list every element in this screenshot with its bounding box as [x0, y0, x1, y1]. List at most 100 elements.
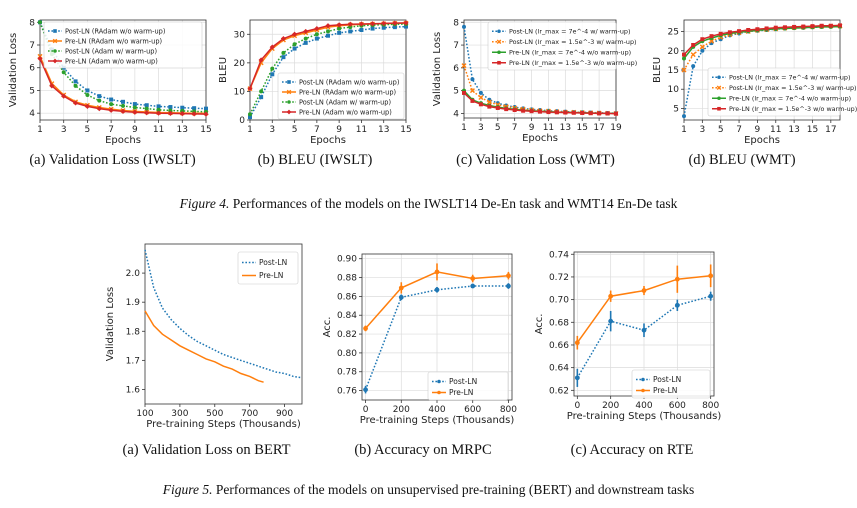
data-point	[363, 387, 368, 393]
data-point	[204, 106, 208, 111]
x-tick-label: 9	[529, 123, 535, 133]
data-point	[144, 103, 149, 108]
y-tick-label: 0.78	[337, 368, 357, 378]
legend-label: Post-LN (Adam w/ warm-up)	[299, 98, 391, 106]
series-pre-ln	[363, 263, 511, 332]
y-tick-label: 20	[234, 59, 246, 69]
data-point	[270, 66, 275, 71]
data-point	[682, 56, 686, 61]
y-tick-label: 10	[234, 87, 246, 97]
series-line	[144, 249, 303, 379]
y-axis-label: Acc.	[534, 314, 545, 335]
data-point	[38, 20, 42, 25]
data-point	[709, 34, 714, 39]
x-tick-label: 100	[136, 409, 153, 419]
x-axis-label: Pre-training Steps (Thousands)	[567, 411, 722, 422]
legend-marker	[717, 75, 721, 80]
x-tick-label: 1	[37, 125, 43, 135]
data-point	[259, 95, 264, 100]
x-tick-label: 15	[576, 123, 587, 133]
legend: Post-LN Pre-LN	[631, 369, 711, 399]
legend-marker	[287, 100, 291, 104]
data-point	[608, 318, 614, 324]
data-point	[597, 111, 602, 116]
data-point	[470, 276, 476, 281]
data-point	[61, 93, 67, 99]
data-point	[529, 109, 534, 114]
data-point	[506, 283, 511, 289]
legend: Post-LN (RAdam w/o warm-up) Pre-LN (RAdam…	[277, 72, 405, 120]
y-tick-label: 0.76	[337, 387, 357, 397]
chart-accuracy-mrpc: 0 200 400 600 800 0.76 0.78 0.80 0.82 0.84 0.86 0.8…	[316, 238, 524, 428]
x-tick-label: 3	[61, 125, 67, 135]
data-point	[168, 108, 173, 113]
x-tick-label: 9	[336, 125, 342, 135]
x-axis-label: Epochs	[522, 133, 558, 144]
series-post-ln	[574, 291, 714, 387]
chart-bleu-wmt: 1 3 5 7 9 11 13 15 17 5 10 15 20 25 Epochs BLEU Post-LN …	[642, 0, 857, 150]
y-tick-label: 0.64	[549, 364, 569, 374]
caption-c4: (c) Validation Loss (WMT)	[456, 152, 615, 168]
x-tick-label: 9	[755, 125, 761, 135]
data-point	[495, 105, 500, 110]
data-point	[348, 25, 353, 30]
data-point	[398, 285, 404, 291]
legend-marker	[287, 80, 291, 84]
y-tick-label: 5	[673, 104, 679, 114]
data-point	[121, 103, 125, 108]
y-tick-label: 8	[29, 18, 35, 28]
y-tick-label: 7	[29, 41, 35, 51]
legend-marker	[52, 38, 58, 44]
x-axis-label: Epochs	[105, 135, 141, 146]
data-point	[85, 88, 90, 93]
data-point	[605, 111, 610, 116]
chart-validation-loss-iwslt: 1 3 5 7 9 11 13 15 4 5 6 7 8 Epochs Validation Loss Pos…	[0, 0, 214, 150]
legend-label: Pre-LN	[259, 271, 283, 280]
legend-label: Post-LN	[259, 258, 287, 267]
x-tick-label: 17	[825, 125, 836, 135]
x-tick-label: 5	[292, 125, 298, 135]
legend-label: Pre-LN	[449, 388, 473, 397]
data-point	[737, 29, 742, 34]
legend-marker	[641, 388, 645, 393]
series-line	[576, 295, 711, 379]
data-point	[73, 79, 78, 84]
legend-label: Post-LN (RAdam w/o warm-up)	[299, 78, 399, 86]
legend-marker	[497, 50, 501, 55]
y-tick-label: 0.80	[337, 349, 357, 359]
figure-4-text: Performances of the models on the IWSLT1…	[232, 196, 678, 211]
x-tick-label: 1	[247, 125, 253, 135]
x-tick-label: 15	[200, 125, 211, 135]
data-point	[132, 105, 137, 110]
data-point	[546, 110, 551, 115]
legend-marker	[641, 377, 645, 382]
data-point	[61, 70, 66, 75]
x-tick-label: 7	[512, 123, 518, 133]
x-tick-label: 1	[461, 123, 467, 133]
chart-svg: 0 200 400 600 800 0.76 0.78 0.80 0.82 0.84 0.86 0.8…	[322, 253, 517, 426]
axes-frame	[144, 243, 303, 405]
data-point	[461, 63, 467, 69]
x-tick-label: 5	[495, 123, 501, 133]
data-point	[84, 103, 91, 109]
data-point	[326, 29, 330, 34]
legend-label: Post-LN (lr_max = 1.5e^-3 w/ warm-up)	[509, 38, 637, 46]
x-tick-label: 13	[560, 123, 571, 133]
caption-d4: (d) BLEU (WMT)	[688, 152, 796, 168]
data-point	[167, 110, 174, 117]
legend-label: Pre-LN (lr_max = 1.5e^-3 w/o warm-up)	[509, 59, 637, 67]
data-point	[191, 111, 197, 117]
data-point	[347, 21, 353, 27]
data-point	[370, 26, 375, 31]
data-point	[97, 94, 102, 99]
x-tick-label: 13	[788, 125, 799, 135]
data-point	[563, 110, 568, 115]
y-axis-label: BLEU	[218, 57, 229, 83]
figure-4-caption: Figure 4. Performances of the models on …	[0, 196, 857, 212]
legend-label: Pre-LN	[653, 386, 677, 395]
data-point	[108, 107, 114, 113]
legend-box	[631, 369, 711, 399]
